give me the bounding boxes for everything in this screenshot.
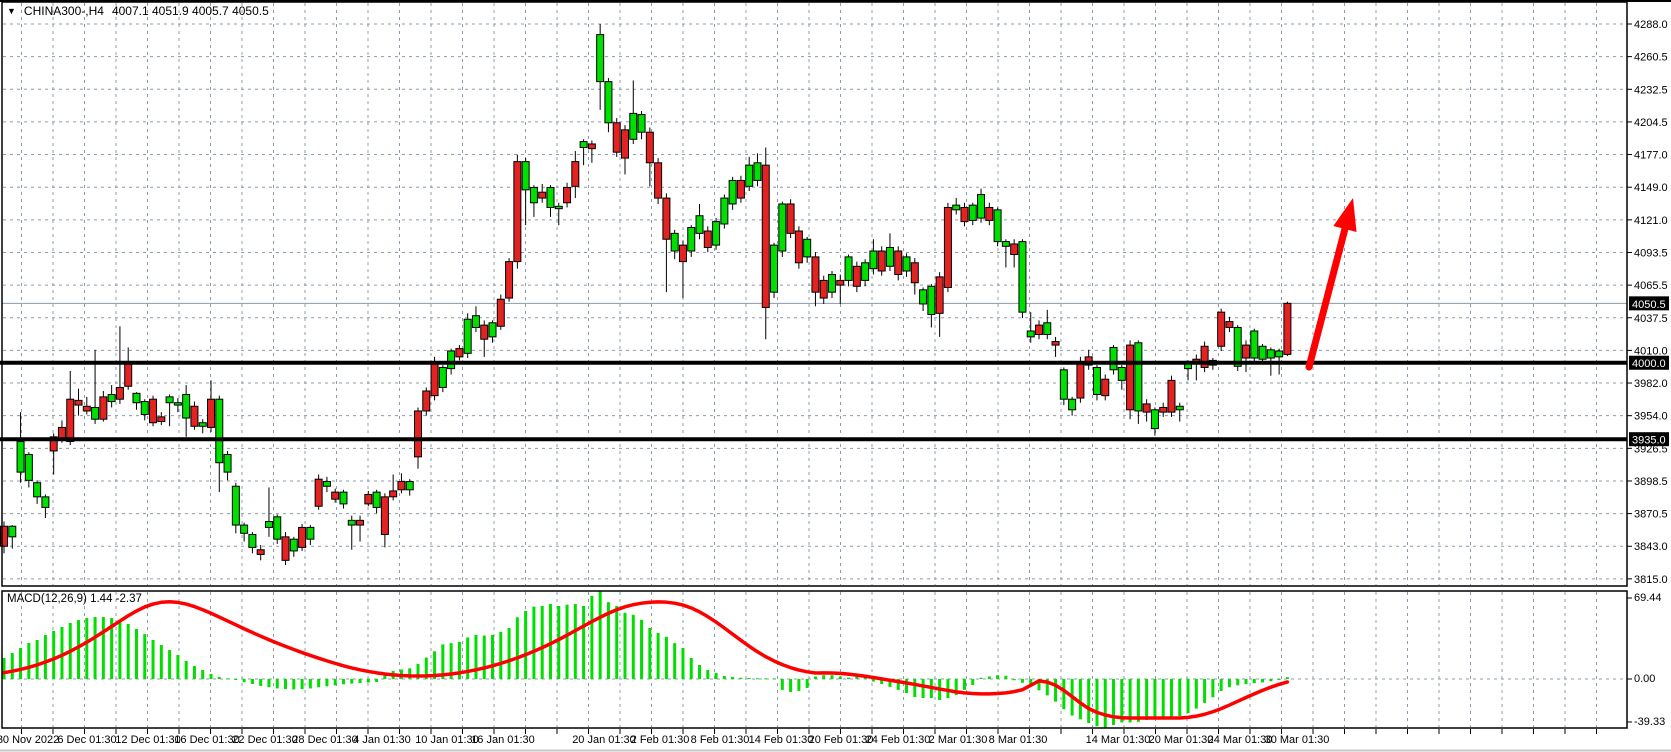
macd-axis-label: 0.00 — [1634, 673, 1655, 685]
macd-axis[interactable]: 69.44 0.00 -39.33 — [1627, 592, 1665, 728]
price-tick-label: 4177.0 — [1634, 150, 1668, 162]
chart-title-bar: ▼ CHINA300-,H4 4007.1 4051.9 4005.7 4050… — [7, 4, 269, 18]
macd-signal-line — [2, 600, 1290, 720]
time-tick-label: 4 Jan 01:30 — [353, 734, 411, 746]
svg-text:4000.0: 4000.0 — [1632, 358, 1666, 370]
price-badge-4050.5 — [1629, 296, 1669, 311]
macd-indicator-label: MACD(12,26,9) 1.44 -2.37 — [7, 593, 142, 605]
price-tick-label: 3954.0 — [1634, 411, 1668, 423]
price-badge-3935.0 — [1629, 432, 1669, 447]
time-tick-label: 16 Jan 01:30 — [471, 734, 535, 746]
price-tick-label: 3898.5 — [1634, 476, 1668, 488]
time-tick-label: 2 Mar 01:30 — [929, 734, 988, 746]
macd-axis-label: 69.44 — [1634, 592, 1662, 604]
time-tick-label: 20 Mar 01:30 — [1149, 734, 1214, 746]
time-tick-label: 10 Jan 01:30 — [415, 734, 479, 746]
price-tick-label: 4232.5 — [1634, 84, 1668, 96]
price-badges: 4050.5 4000.0 3935.0 — [1629, 296, 1669, 447]
grid-lines — [3, 3, 1626, 727]
time-tick-label: 16 Dec 01:30 — [174, 734, 239, 746]
time-tick-label: 30 Mar 01:30 — [1265, 734, 1330, 746]
time-tick-label: 24 Feb 01:30 — [866, 734, 931, 746]
price-tick-label: 4260.5 — [1634, 52, 1668, 64]
svg-text:4050.5: 4050.5 — [1632, 299, 1666, 311]
price-tick-label: 4093.5 — [1634, 247, 1668, 259]
svg-text:3935.0: 3935.0 — [1632, 435, 1666, 447]
macd-histogram — [2, 591, 1289, 729]
time-tick-label: 8 Feb 01:30 — [691, 734, 750, 746]
time-tick-label: 14 Feb 01:30 — [749, 734, 814, 746]
price-tick-label: 3815.0 — [1634, 574, 1668, 586]
ohlc-values: 4007.1 4051.9 4005.7 4050.5 — [111, 4, 269, 18]
time-tick-label: 30 Nov 2022 — [0, 734, 59, 746]
horizontal-level-lines — [0, 360, 1627, 442]
price-tick-label: 4204.5 — [1634, 117, 1668, 129]
time-tick-label: 12 Dec 01:30 — [115, 734, 180, 746]
price-tick-label: 3982.0 — [1634, 378, 1668, 390]
symbol-timeframe-label: CHINA300-,H4 — [23, 4, 104, 18]
time-tick-label: 24 Mar 01:30 — [1208, 734, 1273, 746]
price-tick-label: 4037.5 — [1634, 313, 1668, 325]
price-axis[interactable]: 4288.0 4260.5 4232.5 4204.5 4177.0 4149.0 4121… — [1627, 19, 1668, 586]
panel-borders — [0, 0, 1671, 729]
time-tick-label: 6 Dec 01:30 — [57, 734, 116, 746]
time-tick-label: 2 Feb 01:30 — [631, 734, 690, 746]
price-tick-label: 4065.5 — [1634, 280, 1668, 292]
price-tick-label: 3843.0 — [1634, 541, 1668, 553]
time-tick-label: 8 Mar 01:30 — [989, 734, 1048, 746]
time-tick-label: 22 Dec 01:30 — [232, 734, 297, 746]
time-tick-label: 28 Dec 01:30 — [292, 734, 357, 746]
time-tick-label: 20 Feb 01:30 — [809, 734, 874, 746]
price-tick-label: 3926.5 — [1634, 443, 1668, 455]
time-tick-label: 20 Jan 01:30 — [572, 734, 636, 746]
price-tick-label: 4149.0 — [1634, 182, 1668, 194]
time-tick-label: 14 Mar 01:30 — [1086, 734, 1151, 746]
macd-axis-label: -39.33 — [1634, 716, 1665, 728]
price-tick-label: 3870.5 — [1634, 509, 1668, 521]
price-tick-label: 4288.0 — [1634, 19, 1668, 31]
price-tick-label: 4121.0 — [1634, 215, 1668, 227]
price-tick-label: 4010.0 — [1634, 345, 1668, 357]
price-badge-4000.0 — [1629, 355, 1669, 370]
trend-arrow[interactable] — [1305, 198, 1357, 371]
symbol-dropdown-icon[interactable]: ▼ — [7, 6, 16, 16]
